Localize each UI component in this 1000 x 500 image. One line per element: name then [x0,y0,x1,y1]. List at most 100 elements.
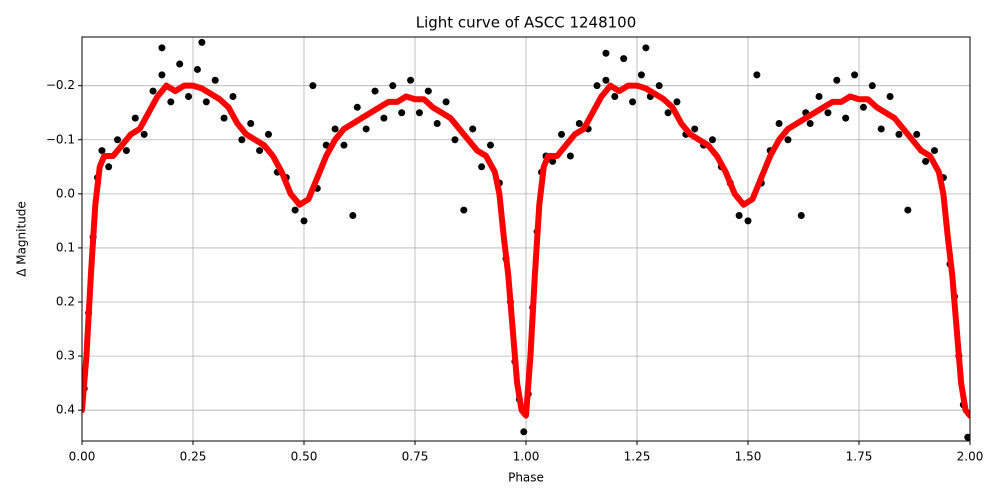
data-point [309,82,317,90]
data-point [256,147,264,155]
data-point [380,114,388,122]
data-point [331,125,339,133]
data-point [185,92,193,100]
data-point [922,157,930,165]
data-point [602,49,610,57]
data-point [593,82,601,90]
data-point [784,136,792,144]
data-point [859,103,867,111]
data-point [300,217,308,225]
data-point [193,65,201,73]
y-tick-label: 0.3 [56,349,75,363]
data-point [842,114,850,122]
x-tick-label: 2.00 [957,450,984,464]
data-point [149,87,157,95]
data-point [655,82,663,90]
data-point [389,82,397,90]
data-point [691,125,699,133]
y-tick-label: 0.4 [56,403,75,417]
data-point [353,103,361,111]
data-point [460,206,468,214]
data-point [824,109,832,117]
y-tick-label: 0.0 [56,186,75,200]
data-point [744,217,752,225]
data-point [98,147,106,155]
data-point [140,130,148,138]
data-point [520,428,528,436]
data-point [735,211,743,219]
x-tick-label: 1.50 [735,450,762,464]
data-point [620,55,628,63]
data-point [407,76,415,84]
x-tick-label: 0.50 [291,450,318,464]
data-point [886,92,894,100]
chart-title: Light curve of ASCC 1248100 [416,14,637,32]
data-point [964,433,970,441]
data-point [629,98,637,106]
plot-area [82,38,970,441]
data-point [478,163,486,171]
data-point [122,147,130,155]
data-point [433,120,441,128]
data-point [349,211,357,219]
x-tick-label: 1.75 [846,450,873,464]
data-point [602,76,610,84]
y-tick-label: 0.2 [56,295,75,309]
data-point [451,136,459,144]
data-point [815,92,823,100]
grid [81,37,971,441]
data-point [238,136,246,144]
data-point [247,120,255,128]
data-point [105,163,113,171]
data-point [851,71,859,79]
data-point [775,120,783,128]
data-point [424,87,432,95]
data-point [868,82,876,90]
data-point [229,92,237,100]
data-point [549,157,557,165]
x-tick-label: 0.25 [180,450,207,464]
data-point [398,109,406,117]
data-point [158,71,166,79]
data-point [415,109,423,117]
x-tick-label: 1.25 [624,450,651,464]
data-point [611,92,619,100]
data-point [673,98,681,106]
data-point [566,152,574,160]
data-point [131,114,139,122]
data-point [753,71,761,79]
data-point [877,125,885,133]
data-point [362,125,370,133]
data-point [442,98,450,106]
data-point [469,125,477,133]
data-point [220,114,228,122]
data-point [833,76,841,84]
x-tick-label: 1.00 [513,450,540,464]
data-point [895,130,903,138]
x-tick-label: 0.75 [402,450,429,464]
y-tick-label: 0.1 [56,240,75,254]
data-point [176,60,184,68]
data-point [486,141,494,149]
data-point [291,206,299,214]
data-point [806,120,814,128]
data-point [642,44,650,52]
data-point [558,130,566,138]
data-point [114,136,122,144]
data-point [637,71,645,79]
ticks: 0.00 0.25 0.50 0.75 1.00 1.25 1.50 1.75 2.00 −0.2… [46,78,984,463]
data-point [575,120,583,128]
data-point [211,76,219,84]
data-point [797,211,805,219]
x-tick-label: 0.00 [69,450,96,464]
model-line [82,82,970,419]
data-point [904,206,912,214]
data-point [664,109,672,117]
data-point [202,98,210,106]
data-point [340,141,348,149]
y-tick-label: −0.2 [46,78,75,92]
y-axis-label: Δ Magnitude [15,201,29,277]
data-point [913,130,921,138]
data-point [167,98,175,106]
